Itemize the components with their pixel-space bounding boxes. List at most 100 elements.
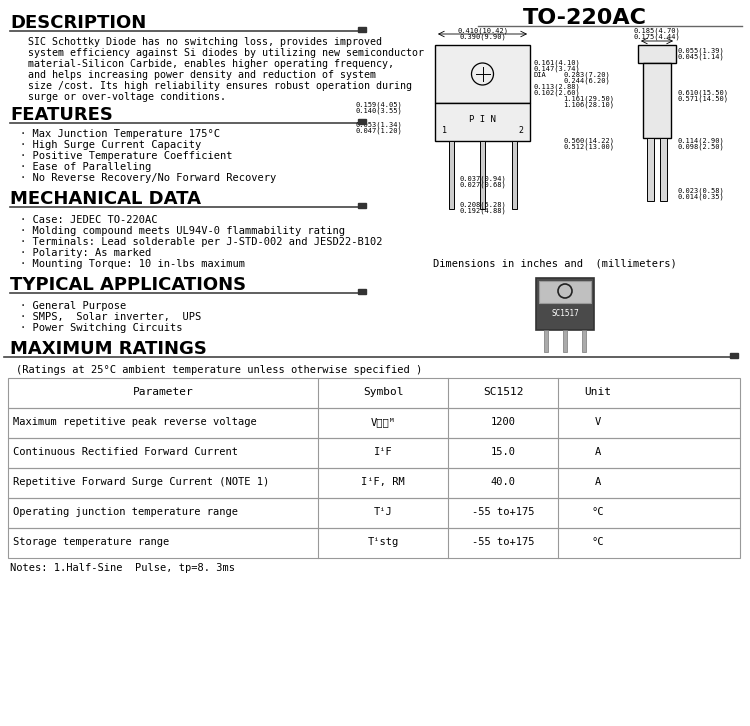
Text: · Polarity: As marked: · Polarity: As marked	[20, 248, 152, 258]
Text: Storage temperature range: Storage temperature range	[13, 537, 170, 547]
Bar	[8, 468, 740, 498]
Text: · Case: JEDEC TO-220AC: · Case: JEDEC TO-220AC	[20, 215, 158, 225]
Text: · SMPS,  Solar inverter,  UPS: · SMPS, Solar inverter, UPS	[20, 312, 201, 322]
Text: · General Purpose: · General Purpose	[20, 301, 126, 311]
Text: 0.185(4.70): 0.185(4.70)	[634, 27, 680, 33]
Text: · Power Switching Circuits: · Power Switching Circuits	[20, 323, 182, 333]
Text: 0.175(4.44): 0.175(4.44)	[634, 33, 680, 39]
Text: SC1512: SC1512	[483, 387, 524, 397]
Text: Unit: Unit	[584, 387, 611, 397]
Bar	[643, 63, 671, 138]
Text: 0.113(2.88): 0.113(2.88)	[533, 83, 580, 89]
Text: 0.102(2.60): 0.102(2.60)	[533, 89, 580, 96]
Text: Dimensions in inches and  (millimeters): Dimensions in inches and (millimeters)	[433, 258, 676, 268]
Text: -55 to+175: -55 to+175	[472, 537, 534, 547]
Text: 0.140(3.55): 0.140(3.55)	[355, 107, 402, 113]
Text: -55 to+175: -55 to+175	[472, 507, 534, 517]
Text: 0.159(4.05): 0.159(4.05)	[355, 101, 402, 107]
Text: SC1517: SC1517	[551, 309, 579, 319]
Bar	[448, 141, 454, 209]
Bar	[512, 141, 517, 209]
Text: MECHANICAL DATA: MECHANICAL DATA	[10, 190, 201, 208]
Text: Continuous Rectified Forward Current: Continuous Rectified Forward Current	[13, 447, 238, 457]
Text: 0.390(9.90): 0.390(9.90)	[459, 34, 506, 41]
Text: 15.0: 15.0	[490, 447, 515, 457]
Text: °C: °C	[592, 537, 604, 547]
Bar	[480, 141, 485, 209]
Text: 0.055(1.39): 0.055(1.39)	[678, 48, 724, 54]
Text: 0.098(2.50): 0.098(2.50)	[678, 143, 724, 150]
Bar	[8, 408, 740, 438]
Text: 0.037(0.94): 0.037(0.94)	[459, 175, 506, 182]
Bar	[358, 119, 366, 124]
Text: · Molding compound meets UL94V-0 flammability rating: · Molding compound meets UL94V-0 flammab…	[20, 226, 345, 236]
Text: 0.208(5.28): 0.208(5.28)	[459, 201, 506, 208]
Bar	[730, 353, 738, 358]
Text: 0.610(15.50): 0.610(15.50)	[678, 90, 729, 97]
Text: DIA: DIA	[533, 72, 546, 78]
Text: V: V	[595, 417, 602, 427]
Text: A: A	[595, 477, 602, 487]
Text: 40.0: 40.0	[490, 477, 515, 487]
Bar	[435, 103, 530, 141]
Text: 0.283(7.20): 0.283(7.20)	[563, 71, 610, 78]
Bar	[544, 330, 548, 352]
Text: system efficiency against Si diodes by utilizing new semiconductor: system efficiency against Si diodes by u…	[28, 48, 424, 58]
Text: · Mounting Torque: 10 in-lbs maximum: · Mounting Torque: 10 in-lbs maximum	[20, 259, 245, 269]
Text: · Positive Temperature Coefficient: · Positive Temperature Coefficient	[20, 151, 232, 161]
Text: 0.244(6.20): 0.244(6.20)	[563, 77, 610, 83]
Text: size /cost. Its high reliability ensures robust operation during: size /cost. Its high reliability ensures…	[28, 81, 412, 91]
Text: Vᴨᴨᴹ: Vᴨᴨᴹ	[370, 417, 395, 427]
Text: 2: 2	[518, 126, 523, 135]
Text: P I N: P I N	[469, 115, 496, 124]
Text: surge or over-voltage conditions.: surge or over-voltage conditions.	[28, 92, 226, 102]
Bar	[8, 498, 740, 528]
Text: SIC Schottky Diode has no switching loss, provides improved: SIC Schottky Diode has no switching loss…	[28, 37, 382, 47]
Text: · Terminals: Lead solderable per J-STD-002 and JESD22-B102: · Terminals: Lead solderable per J-STD-0…	[20, 237, 382, 247]
Text: 1.106(28.10): 1.106(28.10)	[563, 101, 614, 107]
Text: Tⁱstg: Tⁱstg	[368, 537, 399, 547]
Bar	[358, 203, 366, 208]
Text: 0.045(1.14): 0.045(1.14)	[678, 54, 724, 60]
Text: 0.014(0.35): 0.014(0.35)	[678, 193, 724, 200]
Text: IⁱF: IⁱF	[374, 447, 392, 457]
Text: 0.512(13.00): 0.512(13.00)	[563, 143, 614, 150]
Bar	[8, 378, 740, 408]
Text: Parameter: Parameter	[133, 387, 194, 397]
Text: 0.161(4.10): 0.161(4.10)	[533, 60, 580, 67]
Text: 1: 1	[442, 126, 447, 135]
Text: and helps increasing power density and reduction of system: and helps increasing power density and r…	[28, 70, 376, 80]
Text: TⁱJ: TⁱJ	[374, 507, 392, 517]
Text: · Max Junction Temperature 175°C: · Max Junction Temperature 175°C	[20, 129, 220, 139]
Text: Operating junction temperature range: Operating junction temperature range	[13, 507, 238, 517]
Bar	[660, 138, 667, 201]
Text: · High Surge Current Capacity: · High Surge Current Capacity	[20, 140, 201, 150]
Text: 1200: 1200	[490, 417, 515, 427]
Text: A: A	[595, 447, 602, 457]
Text: 0.047(1.20): 0.047(1.20)	[355, 127, 402, 134]
Text: Maximum repetitive peak reverse voltage: Maximum repetitive peak reverse voltage	[13, 417, 256, 427]
Text: MAXIMUM RATINGS: MAXIMUM RATINGS	[10, 340, 207, 358]
Text: 0.571(14.50): 0.571(14.50)	[678, 96, 729, 102]
Text: Notes: 1.Half-Sine  Pulse, tp=8. 3ms: Notes: 1.Half-Sine Pulse, tp=8. 3ms	[10, 563, 235, 573]
Text: FEATURES: FEATURES	[10, 106, 112, 124]
Bar	[536, 278, 594, 330]
Text: 0.410(10.42): 0.410(10.42)	[457, 28, 508, 35]
Bar	[539, 281, 591, 303]
Text: 0.114(2.90): 0.114(2.90)	[678, 137, 724, 144]
Bar	[647, 138, 654, 201]
Bar	[8, 438, 740, 468]
Text: Symbol: Symbol	[363, 387, 404, 397]
Bar	[358, 289, 366, 294]
Text: 0.560(14.22): 0.560(14.22)	[563, 137, 614, 144]
Bar	[435, 45, 530, 103]
Bar	[582, 330, 586, 352]
Text: material-Silicon Carbide, enables higher operating frequency,: material-Silicon Carbide, enables higher…	[28, 59, 394, 69]
Text: °C: °C	[592, 507, 604, 517]
Bar	[563, 330, 567, 352]
Text: (Ratings at 25°C ambient temperature unless otherwise specified ): (Ratings at 25°C ambient temperature unl…	[16, 365, 422, 375]
Text: 0.023(0.58): 0.023(0.58)	[678, 187, 724, 194]
Text: 0.053(1.34): 0.053(1.34)	[355, 121, 402, 128]
Text: Repetitive Forward Surge Current (NOTE 1): Repetitive Forward Surge Current (NOTE 1…	[13, 477, 269, 487]
Text: IⁱF, RM: IⁱF, RM	[362, 477, 405, 487]
